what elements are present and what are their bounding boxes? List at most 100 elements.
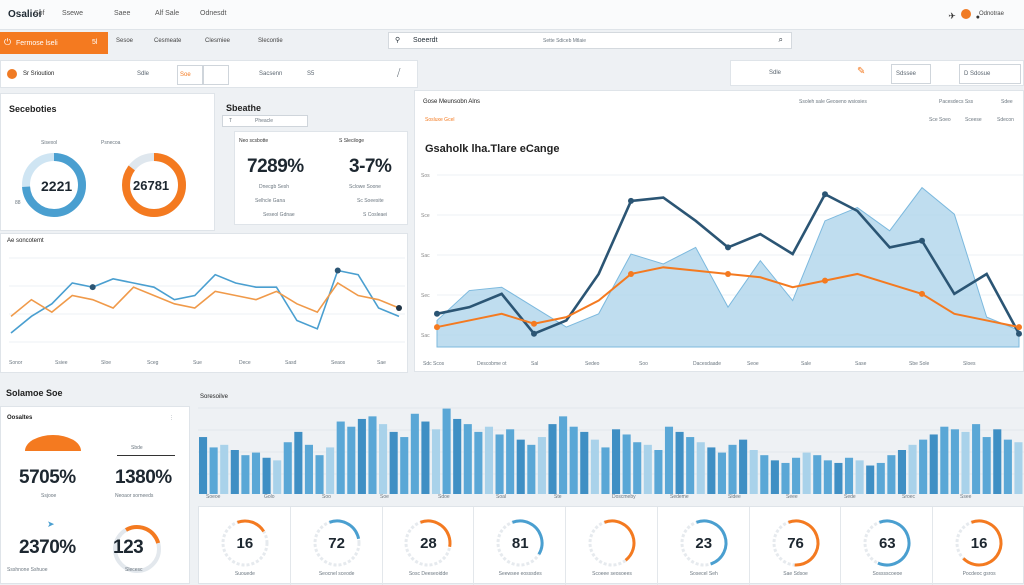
app-brand[interactable]: Osalioi (8, 9, 42, 20)
main-y-tick: Sac (421, 333, 430, 339)
bar (569, 426, 578, 494)
right-tab-1[interactable]: Sdle (769, 70, 782, 76)
main-chart-legend-right-1: Pacesdecs Sss (939, 99, 974, 105)
primary-action-button[interactable]: ⏻ Fermose lseli 5l (0, 32, 108, 54)
bar (368, 416, 377, 494)
main-point (919, 237, 925, 244)
edit-icon[interactable]: ✎ (857, 66, 866, 77)
pin-icon[interactable]: ● (975, 14, 980, 21)
bar (336, 421, 345, 494)
airplane-icon[interactable]: ✈ (948, 11, 956, 21)
stat-row-left-1: Dnecgb Sesh (259, 184, 290, 190)
main-chart-filter-3[interactable]: Sdecon (997, 117, 1014, 123)
menu-item-4[interactable]: Alf Sale (155, 10, 180, 17)
kpi4-label: Slecesc (125, 567, 143, 573)
bar (739, 439, 748, 494)
main-y-tick: Sac (421, 253, 430, 259)
bar (463, 424, 472, 494)
gauge-value: 72 (328, 535, 345, 552)
bar (537, 437, 546, 494)
main-chart-x-axis: Sdc Scos Descobme ot Sal Sedeo Soo Dacesdaade… (423, 361, 1023, 371)
bar (834, 462, 843, 494)
search-icon[interactable]: ⌕ (778, 35, 783, 44)
gauge-label: Seocnel sceode (318, 571, 355, 577)
bar (241, 455, 250, 494)
bar (633, 442, 642, 494)
kpi4-ring (113, 525, 161, 573)
tab-4[interactable]: S5 (307, 71, 315, 77)
bar (866, 465, 875, 494)
bar (230, 450, 239, 494)
line-x-tick: Dece (239, 360, 251, 366)
line-point (334, 267, 341, 274)
bar (315, 455, 324, 494)
nav-item-3[interactable]: Clesmiee (205, 38, 231, 44)
user-name[interactable]: Odnotrae (978, 11, 1004, 17)
stat-row-right-1: Sclowe Soone (349, 184, 381, 190)
tab-1[interactable]: Sdle (137, 71, 150, 77)
gauge-cell: 23 Sosecel Seh (658, 507, 750, 585)
right-tab-3-label: D Sdosue (964, 71, 991, 77)
bar-chart-title: Soresoilve (200, 394, 229, 400)
bar (389, 431, 398, 494)
kpi-card: Oosaltes ⋮ 5705% Ssjooe Sbde 1380% Neoao… (0, 406, 190, 584)
kpi2-value: 1380% (115, 467, 172, 488)
kpi2-badge: Sbde (131, 445, 143, 451)
menu-item-5[interactable]: Odnesdt (200, 10, 227, 17)
kpi3-label: Ssshnone Sshuoe (7, 567, 48, 573)
right-tab-3[interactable]: D Sdosue (959, 64, 1021, 84)
gauge-cell: 81 Seewsee eosssdes (474, 507, 567, 585)
gauge-cell: Scoeee seosoees (566, 507, 658, 585)
bar (199, 437, 208, 494)
gauge-cell: 72 Seocnel sceode (291, 507, 383, 585)
nav-item-1[interactable]: Sesoe (116, 38, 134, 44)
topbar-icons: ✈ ● (948, 9, 980, 22)
bar (1003, 439, 1012, 494)
gauge-ring (863, 519, 911, 567)
bar (294, 431, 303, 494)
bar (209, 447, 218, 494)
tab-2[interactable]: Soe (177, 65, 203, 85)
bar (749, 450, 758, 494)
brand-label: Sr Srioution (23, 71, 55, 77)
main-chart-legend-right-2: Sdee (1001, 99, 1013, 105)
right-tab-2[interactable]: Sdssee (891, 64, 931, 84)
gauge1-label: Sisexol (41, 140, 58, 146)
stats-filter-icon: T (229, 118, 233, 124)
bar (686, 437, 695, 494)
gauge1-value: 2221 (41, 178, 73, 194)
line-point (396, 305, 402, 311)
bar (707, 447, 716, 494)
tab-2-extra[interactable] (203, 65, 229, 85)
bar (972, 424, 981, 494)
gauge-label: Sosecel Seh (689, 571, 718, 577)
nav-item-2[interactable]: Cesmeate (154, 38, 182, 44)
main-x-tick: Sedeo (585, 361, 600, 367)
gauge-label: Seewsee eosssdes (498, 571, 542, 577)
kpi-menu-icon[interactable]: ⋮ (169, 415, 174, 421)
filter-icon[interactable]: ⧸ (397, 68, 401, 79)
nav-item-4[interactable]: Slecontie (258, 38, 283, 44)
bar (474, 431, 483, 494)
bar (664, 426, 674, 494)
main-y-tick: Sec (421, 293, 430, 299)
menu-item-2[interactable]: Ssewe (62, 10, 84, 17)
main-chart-filter-2[interactable]: Sceese (965, 117, 982, 123)
bar (887, 455, 896, 494)
menu-item-3[interactable]: Saee (114, 10, 131, 17)
tab-3[interactable]: Sacsenn (259, 71, 283, 77)
main-chart-filter-1[interactable]: Sce Soeo (929, 117, 951, 123)
notification-icon[interactable] (960, 9, 971, 19)
search-prefix-icon: ⚲ (395, 37, 401, 44)
bar (590, 439, 599, 494)
stats-filter[interactable]: T Pheacle (222, 115, 308, 127)
line-chart-title: Ae soncotemt (7, 238, 44, 244)
bar (929, 434, 938, 494)
bar (940, 426, 949, 494)
main-point (725, 270, 731, 277)
gauge2-label: Psnecoa (101, 140, 121, 146)
search-input[interactable]: ⚲ Soeerdt Sette Sdiceb Mtlaie ⌕ (388, 32, 792, 49)
bar (506, 429, 515, 494)
stat-row-left-3: Seseol Gdnae (263, 212, 295, 218)
menu-item-1[interactable]: Sof (34, 10, 45, 17)
